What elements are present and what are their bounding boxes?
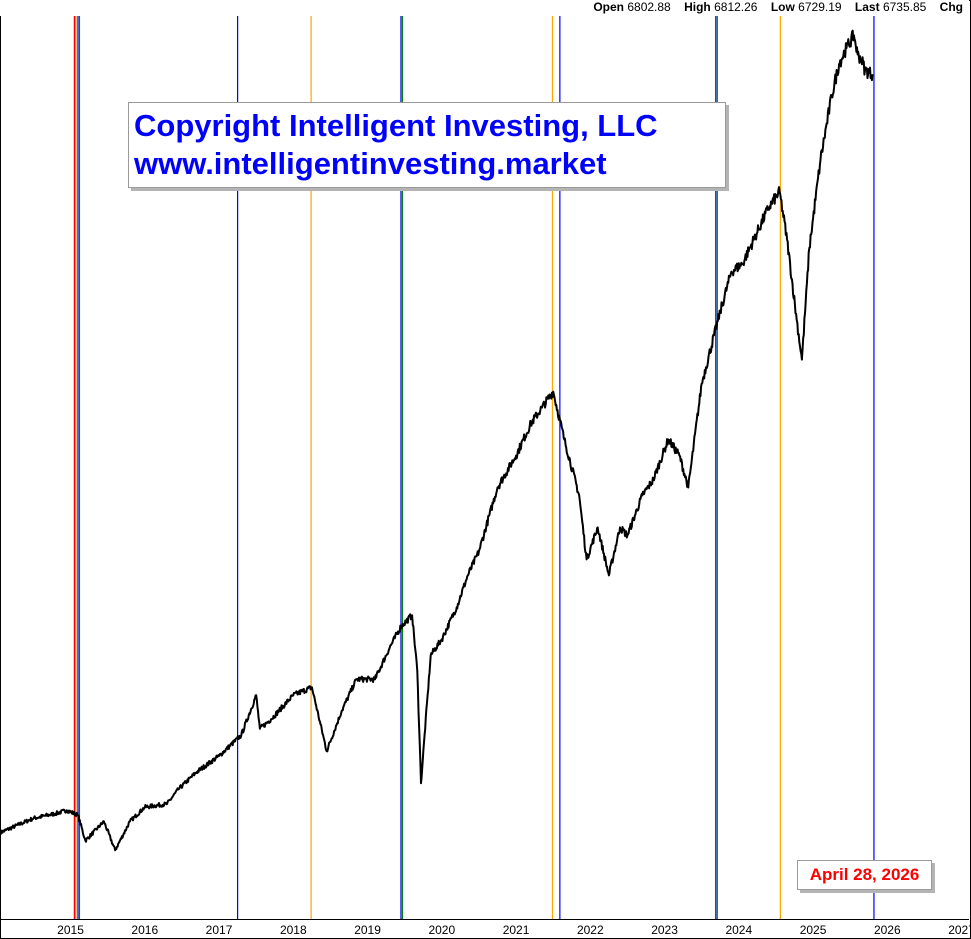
x-tick-label: 2027: [948, 923, 971, 937]
x-tick-label: 2018: [279, 923, 307, 937]
low-label: Low: [770, 0, 795, 14]
x-tick-label: 2021: [502, 923, 530, 937]
x-tick-label: 2022: [576, 923, 604, 937]
x-tick-label: 2019: [354, 923, 381, 937]
quote-bar: Open 6802.88 High 6812.26 Low 6729.19 La…: [0, 0, 969, 16]
copyright-line: Copyright Intelligent Investing, LLC: [134, 108, 658, 143]
last-label: Last: [854, 0, 880, 14]
last-value: 6735.85: [882, 0, 927, 14]
website-line: www.intelligentinvesting.market: [134, 146, 607, 181]
open-label: Open: [593, 0, 624, 14]
x-tick-label: 2017: [205, 923, 233, 937]
high-value: 6812.26: [714, 0, 758, 14]
chg-label: Chg: [939, 0, 963, 14]
x-tick-label: 2026: [873, 923, 901, 937]
x-tick-label: 2020: [428, 923, 456, 937]
price-series-line: [0, 29, 874, 852]
x-tick-label: 2016: [131, 923, 159, 937]
open-value: 6802.88: [627, 0, 671, 14]
x-tick-label: 2015: [57, 923, 84, 937]
copyright-watermark: Copyright Intelligent Investing, LLC www…: [128, 102, 726, 188]
high-label: High: [684, 0, 711, 14]
low-value: 6729.19: [798, 0, 842, 14]
x-tick-label: 2025: [799, 923, 827, 937]
ohlc-readout: Open 6802.88 High 6812.26 Low 6729.19 La…: [593, 0, 963, 15]
date-badge: April 28, 2026: [797, 860, 932, 890]
x-axis: 2015 2016 2017 2018 2019 2020 2021 2022 2023 2024…: [0, 919, 971, 939]
x-tick-label: 2023: [651, 923, 678, 937]
x-tick-label: 2024: [725, 923, 753, 937]
